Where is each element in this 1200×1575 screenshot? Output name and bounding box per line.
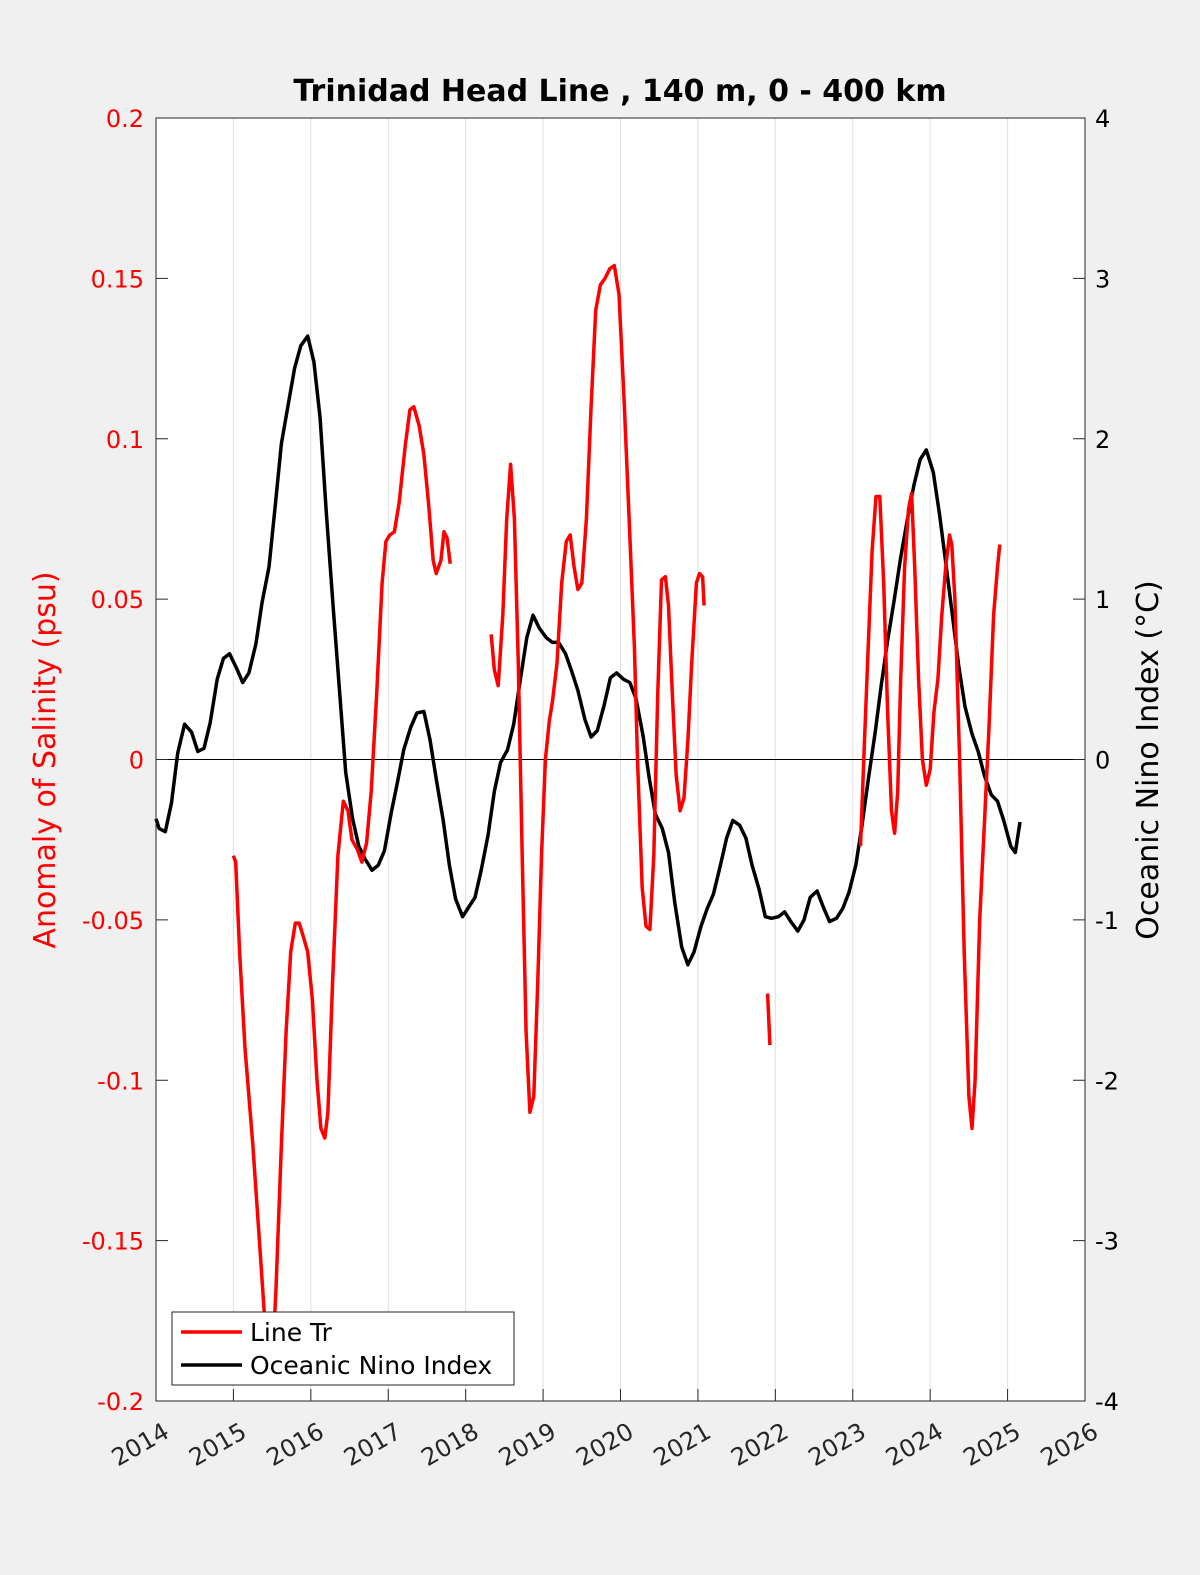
x-tick-label: 2022 [726,1417,793,1472]
x-tick-label: 2024 [881,1417,948,1472]
right-tick-label: 2 [1095,426,1110,454]
x-tick-label: 2019 [494,1417,561,1472]
right-tick-label: 1 [1095,586,1110,614]
left-tick-label: 0.15 [91,265,144,293]
right-tick-label: -3 [1095,1228,1119,1256]
left-tick-label: -0.2 [97,1388,144,1416]
x-tick-label: 2015 [184,1417,251,1472]
left-axis-title: Anomaly of Salinity (psu) [28,571,63,948]
right-axis: 4 3 2 1 0 -1 -2 -3 -4 [1073,105,1119,1416]
legend-box [171,1311,515,1386]
left-tick-label: 0.2 [106,105,144,133]
x-tick-label: 2016 [262,1417,329,1472]
x-tick-label: 2018 [417,1417,484,1472]
right-tick-label: 4 [1095,105,1110,133]
left-axis: 0.2 0.15 0.1 0.05 0 -0.05 -0.1 -0.15 -0.2 [82,105,168,1416]
x-tick-label: 2020 [571,1417,638,1472]
series-line-oceanic-nino-index [154,334,1022,967]
series-line-line-tr-segment-3 [765,993,772,1046]
legend-label-line-tr: Line Tr [250,1318,333,1347]
left-tick-label: -0.15 [82,1228,144,1256]
x-tick-label: 2017 [339,1417,406,1472]
x-tick-label: 2014 [107,1417,174,1472]
chart-title: Trinidad Head Line , 140 m, 0 - 400 km [293,74,946,109]
legend: Line Tr Oceanic Nino Index [171,1311,515,1386]
x-tick-label: 2023 [804,1417,871,1472]
series-line-line-tr-segment-4 [858,491,1002,1131]
legend-label-oni: Oceanic Nino Index [250,1351,492,1380]
series-line-line-tr-segment-2 [489,263,706,1115]
left-tick-label: 0.05 [91,586,144,614]
right-axis-title: Oceanic Nino Index (°C) [1131,580,1166,940]
left-tick-label: 0 [129,747,144,775]
x-tick-label: 2026 [1036,1417,1103,1472]
right-tick-label: -4 [1095,1388,1119,1416]
x-tick-label: 2021 [649,1417,716,1472]
x-tick-label: 2025 [958,1417,1025,1472]
right-tick-label: 0 [1095,747,1110,775]
left-tick-label: -0.1 [97,1067,144,1095]
left-tick-label: 0.1 [106,426,144,454]
right-tick-label: 3 [1095,265,1110,293]
right-tick-label: -1 [1095,907,1119,935]
right-tick-label: -2 [1095,1067,1119,1095]
left-tick-label: -0.05 [82,907,144,935]
